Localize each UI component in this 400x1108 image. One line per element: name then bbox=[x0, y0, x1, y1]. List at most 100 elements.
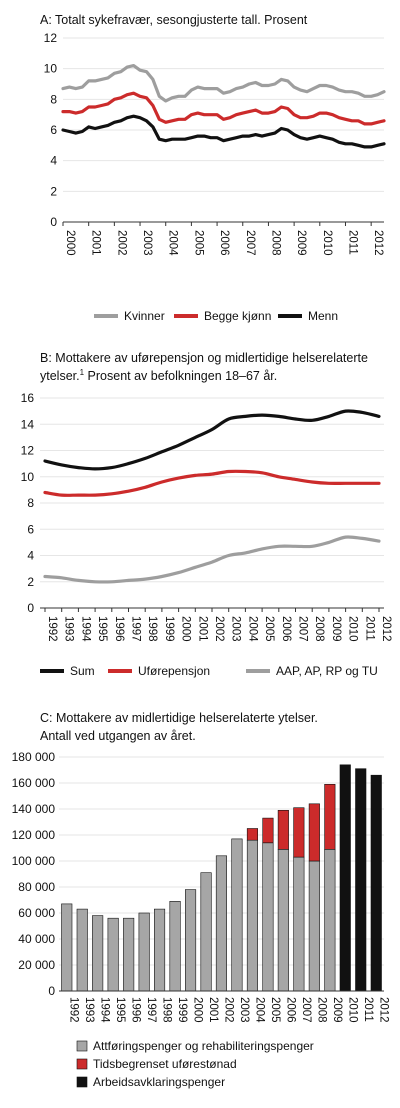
y-tick-label: 40 000 bbox=[18, 932, 55, 946]
series-line-begge-kjonn bbox=[61, 91, 386, 126]
y-tick-label: 12 bbox=[21, 444, 35, 458]
x-tick-label: 2008 bbox=[269, 230, 281, 256]
bar-tidsbegrenset-uforestonad-2005 bbox=[262, 817, 274, 844]
x-tick-label: 1999 bbox=[176, 997, 188, 1023]
y-tick-label: 180 000 bbox=[12, 750, 56, 764]
y-tick-label: 8 bbox=[50, 92, 57, 106]
x-tick-label: 2011 bbox=[363, 616, 375, 641]
legend-label-arbeidsavklaringspenger: Arbeidsavklaringspenger bbox=[93, 1075, 225, 1089]
panel-c: C: Mottakere av midlertidige helserelate… bbox=[12, 711, 390, 1089]
x-tick-label: 2009 bbox=[295, 230, 307, 256]
x-tick-label: 2011 bbox=[362, 997, 374, 1022]
legend-swatch-tidsbegrenset bbox=[76, 1058, 88, 1070]
panel-a-title: A: Totalt sykefravær, sesongjusterte tal… bbox=[40, 13, 308, 27]
x-tick-label: 2009 bbox=[330, 616, 342, 642]
x-tick-label: 2006 bbox=[218, 230, 230, 256]
x-tick-label: 1994 bbox=[79, 616, 91, 642]
y-tick-label: 20 000 bbox=[18, 958, 55, 972]
bar-attforingspenger-og-rehabiliteringspenger-2005 bbox=[262, 842, 274, 992]
panel-b-title-line2-post: Prosent av befolkningen 18–67 år. bbox=[84, 369, 277, 383]
x-tick-label: 1996 bbox=[113, 616, 125, 642]
x-tick-label: 2010 bbox=[321, 230, 333, 256]
x-tick-label: 2007 bbox=[297, 616, 309, 642]
panel-a-legend: Kvinner Begge kjønn Menn bbox=[94, 309, 338, 323]
bar-attforingspenger-og-rehabiliteringspenger-1995 bbox=[107, 917, 119, 992]
panel-a: A: Totalt sykefravær, sesongjusterte tal… bbox=[40, 13, 386, 323]
panel-c-legend: Attføringspenger og rehabiliteringspenge… bbox=[76, 1039, 314, 1089]
x-tick-label: 2001 bbox=[90, 230, 102, 256]
y-tick-label: 60 000 bbox=[18, 906, 55, 920]
y-tick-label: 14 bbox=[21, 417, 35, 431]
x-tick-label: 2008 bbox=[313, 616, 325, 642]
y-tick-label: 6 bbox=[50, 123, 57, 137]
bar-attforingspenger-og-rehabiliteringspenger-2002 bbox=[215, 855, 227, 992]
y-tick-label: 4 bbox=[27, 549, 34, 563]
panel-b-grid bbox=[40, 397, 384, 583]
bar-arbeidsavklaringspenger-2012 bbox=[370, 774, 382, 992]
panel-c-bars bbox=[61, 764, 382, 992]
series-line-menn bbox=[61, 114, 386, 149]
y-tick-label: 0 bbox=[50, 215, 57, 229]
x-tick-label: 2012 bbox=[377, 997, 389, 1023]
bar-attforingspenger-og-rehabiliteringspenger-2006 bbox=[277, 848, 289, 992]
x-tick-label: 2006 bbox=[280, 616, 292, 642]
legend-label-attforingspenger: Attføringspenger og rehabiliteringspenge… bbox=[93, 1039, 314, 1053]
x-tick-label: 2012 bbox=[372, 230, 384, 256]
x-tick-label: 2000 bbox=[180, 616, 192, 642]
y-tick-label: 80 000 bbox=[18, 880, 55, 894]
x-tick-label: 2003 bbox=[238, 997, 250, 1023]
bar-attforingspenger-og-rehabiliteringspenger-2008 bbox=[308, 860, 320, 992]
y-tick-label: 2 bbox=[50, 184, 57, 198]
bar-attforingspenger-og-rehabiliteringspenger-2001 bbox=[200, 872, 212, 992]
y-tick-label: 12 bbox=[44, 31, 58, 45]
bar-arbeidsavklaringspenger-2011 bbox=[355, 768, 367, 992]
x-tick-label: 2008 bbox=[315, 997, 327, 1023]
y-tick-label: 100 000 bbox=[12, 854, 56, 868]
series-line-sum bbox=[43, 409, 381, 471]
panel-c-x-ticks: 1992 1993 1994 1995 1996 1997 1998 1999 2000 2001… bbox=[68, 997, 390, 1023]
x-tick-label: 2011 bbox=[346, 230, 358, 255]
x-tick-label: 1997 bbox=[130, 616, 142, 642]
x-tick-label: 2003 bbox=[141, 230, 153, 256]
x-tick-label: 2003 bbox=[230, 616, 242, 642]
y-tick-label: 8 bbox=[27, 496, 34, 510]
x-tick-label: 1992 bbox=[68, 997, 80, 1023]
panel-a-lines bbox=[61, 63, 386, 149]
bar-attforingspenger-og-rehabiliteringspenger-1994 bbox=[92, 915, 104, 992]
bar-tidsbegrenset-uforestonad-2007 bbox=[293, 807, 305, 858]
x-tick-label: 1998 bbox=[161, 997, 173, 1023]
legend-label-begge-kjonn: Begge kjønn bbox=[204, 309, 271, 323]
x-tick-label: 1993 bbox=[83, 997, 95, 1023]
x-tick-label: 2000 bbox=[64, 230, 76, 256]
bar-attforingspenger-og-rehabiliteringspenger-2007 bbox=[293, 856, 305, 992]
panel-b-lines bbox=[43, 409, 381, 584]
panel-b-footnote-mark: 1 bbox=[80, 368, 85, 377]
y-tick-label: 10 bbox=[44, 62, 58, 76]
x-tick-label: 2002 bbox=[213, 616, 225, 642]
bar-attforingspenger-og-rehabiliteringspenger-1993 bbox=[76, 908, 88, 992]
x-tick-label: 2005 bbox=[263, 616, 275, 642]
panel-b-x-ticks: 1992 1993 1994 1995 1996 1997 1998 1999 2000 2001… bbox=[44, 608, 392, 642]
bar-tidsbegrenset-uforestonad-2009 bbox=[324, 783, 336, 850]
panel-c-title-line2: Antall ved utgangen av året. bbox=[40, 729, 196, 743]
bar-tidsbegrenset-uforestonad-2006 bbox=[277, 809, 289, 850]
x-tick-label: 2004 bbox=[253, 997, 265, 1023]
y-tick-label: 0 bbox=[48, 984, 55, 998]
x-tick-label: 2010 bbox=[346, 997, 358, 1023]
bar-attforingspenger-og-rehabiliteringspenger-1992 bbox=[61, 903, 73, 992]
panel-b-legend: Sum Uførepensjon AAP, AP, RP og TU bbox=[40, 664, 378, 678]
panel-b-title-line1: B: Mottakere av uførepensjon og midlerti… bbox=[40, 351, 368, 365]
legend-label-menn: Menn bbox=[308, 309, 338, 323]
x-tick-label: 2001 bbox=[196, 616, 208, 642]
legend-swatch-arbeidsavklaringspenger bbox=[76, 1076, 88, 1088]
panel-a-x-ticks: 2000 2001 2002 2003 2004 2005 2006 2007 2008 2009… bbox=[62, 222, 384, 256]
legend-label-uforepensjon: Uførepensjon bbox=[138, 664, 210, 678]
legend-label-aap-ap-rp-tu: AAP, AP, RP og TU bbox=[276, 664, 378, 678]
x-tick-label: 1996 bbox=[130, 997, 142, 1023]
panel-b: B: Mottakere av uførepensjon og midlerti… bbox=[21, 351, 392, 678]
panel-c-y-ticks: 0 20 000 40 000 60 000 80 000 100 000 120 000 1… bbox=[12, 750, 56, 998]
x-tick-label: 2012 bbox=[380, 616, 392, 642]
bar-arbeidsavklaringspenger-2010 bbox=[339, 764, 351, 992]
bar-attforingspenger-og-rehabiliteringspenger-1998 bbox=[154, 908, 166, 992]
